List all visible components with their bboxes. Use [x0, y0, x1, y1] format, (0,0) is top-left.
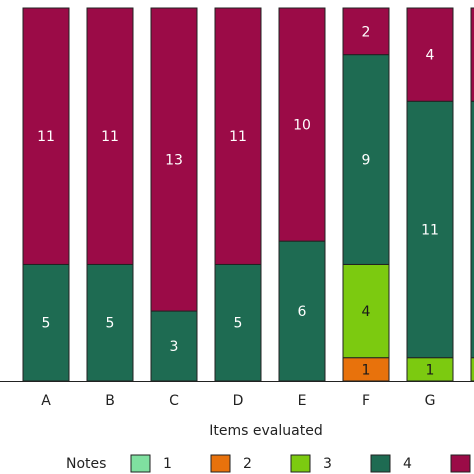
bar-segment-H-note-3 [470, 357, 474, 382]
bar-segment-G-note-5 [406, 7, 454, 102]
legend-swatch-4 [370, 454, 391, 473]
bar-segment-D-note-5 [214, 7, 262, 265]
data-label-B-note-5: 11 [101, 129, 119, 145]
x-tick-label-C: C [169, 393, 179, 409]
data-label-F-note-3: 4 [362, 304, 371, 320]
legend-swatch-1 [130, 454, 151, 473]
data-label-G-note-3: 1 [426, 362, 435, 378]
legend-label-4: 4 [403, 456, 412, 472]
x-tick-label-G: G [425, 393, 436, 409]
data-label-G-note-5: 4 [426, 48, 435, 64]
data-label-C-note-5: 13 [165, 153, 183, 169]
legend: Notes 12345 [66, 454, 471, 473]
x-tick-labels: ABCDEFGH [41, 393, 436, 409]
x-tick-label-D: D [233, 393, 244, 409]
legend-items: 12345 [130, 454, 471, 473]
bars-group: 511511313511610149211141114 [22, 7, 474, 382]
bar-segment-C-note-5 [150, 7, 198, 312]
bar-segment-E-note-5 [278, 7, 326, 242]
bar-segment-B-note-5 [86, 7, 134, 265]
bar-segment-F-note-3 [342, 263, 390, 359]
x-tick-label-F: F [362, 393, 370, 409]
legend-swatch-3 [290, 454, 311, 473]
bar-segment-A-note-5 [22, 7, 70, 265]
legend-label-2: 2 [243, 456, 252, 472]
data-label-A-note-4: 5 [42, 316, 51, 332]
bar-segment-H-note-4 [470, 100, 474, 359]
data-label-D-note-4: 5 [234, 316, 243, 332]
bar-segment-F-note-4 [342, 54, 390, 265]
data-label-F-note-5: 2 [362, 24, 371, 40]
legend-label-3: 3 [323, 456, 332, 472]
data-label-A-note-5: 11 [37, 129, 55, 145]
data-label-C-note-4: 3 [170, 339, 179, 355]
data-label-G-note-4: 11 [421, 222, 439, 238]
bar-segment-H-note-5 [470, 7, 474, 102]
legend-swatch-5 [450, 454, 471, 473]
bar-segment-F-note-5 [342, 7, 390, 56]
data-label-E-note-4: 6 [298, 304, 307, 320]
data-label-F-note-4: 9 [362, 153, 371, 169]
legend-swatch-2 [210, 454, 231, 473]
legend-title: Notes [66, 456, 106, 472]
legend-label-1: 1 [163, 456, 172, 472]
x-axis-title: Items evaluated [209, 423, 322, 439]
x-tick-label-E: E [298, 393, 307, 409]
data-label-F-note-2: 1 [362, 362, 371, 378]
x-tick-label-A: A [41, 393, 51, 409]
data-label-B-note-4: 5 [106, 316, 115, 332]
bar-segment-A-note-4 [22, 263, 70, 382]
bar-segment-G-note-4 [406, 100, 454, 359]
data-label-D-note-5: 11 [229, 129, 247, 145]
data-label-E-note-5: 10 [293, 118, 311, 134]
x-tick-label-B: B [105, 393, 115, 409]
